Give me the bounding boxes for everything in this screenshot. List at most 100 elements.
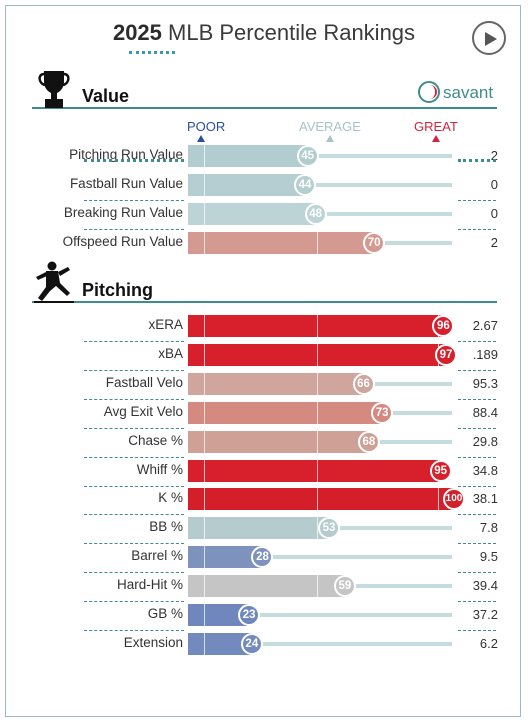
metric-value-xera: 2.67 xyxy=(472,318,498,333)
bar-gridline xyxy=(204,604,205,626)
row-separator xyxy=(84,572,184,574)
percentile-badge-avg-exit-velo[interactable]: 73 xyxy=(371,401,394,424)
row-separator xyxy=(458,485,496,487)
metric-label-pitching-run-value: Pitching Run Value xyxy=(69,147,183,162)
percentile-bar-gb[interactable] xyxy=(188,604,250,626)
bar-gridline xyxy=(317,430,318,453)
savant-logo[interactable]: savant xyxy=(415,81,493,103)
row-separator xyxy=(458,398,496,400)
metric-label-offspeed-run-value: Offspeed Run Value xyxy=(62,234,183,249)
percentile-bar-avg-exit-velo[interactable] xyxy=(188,401,383,424)
percentile-badge-offspeed-run-value[interactable]: 70 xyxy=(363,232,386,254)
row-separator xyxy=(84,427,184,429)
pitching-section-header: Pitching xyxy=(32,261,497,303)
percentile-badge-k[interactable]: 100 xyxy=(443,488,465,511)
metric-value-hard-hit: 39.4 xyxy=(472,578,498,594)
bar-gridline xyxy=(204,401,205,424)
percentile-bar-hard-hit[interactable] xyxy=(188,575,345,598)
percentile-badge-chase[interactable]: 68 xyxy=(357,430,380,453)
percentile-badge-xba[interactable]: 97 xyxy=(435,343,458,366)
metric-value-extension: 6.2 xyxy=(479,635,498,651)
percentile-badge-pitching-run-value[interactable]: 45 xyxy=(296,145,319,167)
row-separator xyxy=(84,601,184,603)
row-separator xyxy=(458,514,496,516)
metric-value-barrel: 9.5 xyxy=(479,549,498,565)
percentile-track-fastball-run-value xyxy=(188,183,452,187)
percentile-bar-whiff[interactable] xyxy=(188,459,441,482)
percentile-bar-bb[interactable] xyxy=(188,517,329,540)
metric-label-xba: xBA xyxy=(158,345,183,361)
percentile-bar-xera[interactable] xyxy=(188,315,444,337)
metric-value-breaking-run-value: 0 xyxy=(490,206,498,221)
scale-average-marker xyxy=(325,135,334,142)
percentile-bar-k[interactable] xyxy=(188,488,454,511)
scale-great: GREAT xyxy=(414,119,458,142)
percentile-badge-extension[interactable]: 24 xyxy=(240,632,263,655)
bar-gridline xyxy=(204,575,205,598)
section-title-pitching: Pitching xyxy=(82,280,153,300)
row-separator xyxy=(84,456,184,458)
metric-label-xera: xERA xyxy=(148,317,183,332)
bar-gridline xyxy=(204,315,205,337)
metric-label-gb: GB % xyxy=(147,606,183,621)
percentile-bar-barrel[interactable] xyxy=(188,546,263,569)
row-separator xyxy=(84,514,184,516)
metric-value-k: 38.1 xyxy=(472,491,498,507)
bar-gridline xyxy=(204,632,205,655)
percentile-badge-fastball-run-value[interactable]: 44 xyxy=(294,174,317,196)
bar-gridline xyxy=(317,488,318,511)
percentile-badge-gb[interactable]: 23 xyxy=(238,604,261,626)
bar-gridline xyxy=(204,343,205,366)
metric-value-xba: .189 xyxy=(472,346,498,362)
percentile-badge-fastball-velo[interactable]: 66 xyxy=(352,372,375,395)
metric-label-bb: BB % xyxy=(149,519,183,535)
bar-gridline xyxy=(204,546,205,569)
percentile-badge-bb[interactable]: 53 xyxy=(317,517,340,540)
percentile-bar-extension[interactable] xyxy=(188,632,252,655)
metric-value-pitching-run-value: 2 xyxy=(490,148,498,163)
bar-gridline xyxy=(317,401,318,424)
play-button[interactable] xyxy=(472,21,506,55)
metric-label-avg-exit-velo: Avg Exit Velo xyxy=(103,403,183,419)
percentile-track-barrel xyxy=(188,555,452,560)
scale-poor-label: POOR xyxy=(187,119,226,134)
percentile-bar-breaking-run-value[interactable] xyxy=(188,203,316,225)
row-separator xyxy=(458,630,496,631)
row-separator xyxy=(84,229,184,230)
scale-poor: POOR xyxy=(187,119,225,142)
percentile-bar-offspeed-run-value[interactable] xyxy=(188,232,375,254)
bar-gridline xyxy=(317,372,318,395)
percentile-bar-fastball-run-value[interactable] xyxy=(188,174,306,196)
bar-gridline xyxy=(204,203,205,225)
bar-gridline xyxy=(204,372,205,395)
scale-average: AVERAGE xyxy=(299,119,361,142)
percentile-bar-chase[interactable] xyxy=(188,430,369,453)
percentile-badge-breaking-run-value[interactable]: 48 xyxy=(304,203,327,225)
metric-label-fastball-velo: Fastball Velo xyxy=(105,374,183,390)
pitcher-icon xyxy=(34,261,76,308)
metric-value-gb: 37.2 xyxy=(472,607,498,622)
bar-gridline xyxy=(204,517,205,540)
bar-gridline xyxy=(317,343,318,366)
metric-value-fastball-run-value: 0 xyxy=(490,177,498,192)
metric-label-breaking-run-value: Breaking Run Value xyxy=(63,205,183,220)
percentile-badge-barrel[interactable]: 28 xyxy=(251,546,274,569)
percentile-bar-fastball-velo[interactable] xyxy=(188,372,364,395)
metric-label-k: K % xyxy=(158,490,183,506)
row-separator xyxy=(84,398,184,400)
percentile-bar-pitching-run-value[interactable] xyxy=(188,145,308,167)
row-separator xyxy=(458,369,496,371)
title-text: MLB Percentile Rankings xyxy=(168,20,416,45)
percentile-badge-whiff[interactable]: 95 xyxy=(429,459,452,482)
row-separator xyxy=(84,341,184,342)
row-separator xyxy=(458,601,496,603)
scale-great-label: GREAT xyxy=(414,119,458,134)
row-separator xyxy=(458,229,496,230)
bar-gridline xyxy=(204,174,205,196)
row-separator xyxy=(458,341,496,342)
bar-gridline xyxy=(204,232,205,254)
percentile-badge-xera[interactable]: 96 xyxy=(432,315,455,337)
metric-label-fastball-run-value: Fastball Run Value xyxy=(69,176,183,191)
percentile-badge-hard-hit[interactable]: 59 xyxy=(333,575,356,598)
metric-label-hard-hit: Hard-Hit % xyxy=(116,577,183,593)
